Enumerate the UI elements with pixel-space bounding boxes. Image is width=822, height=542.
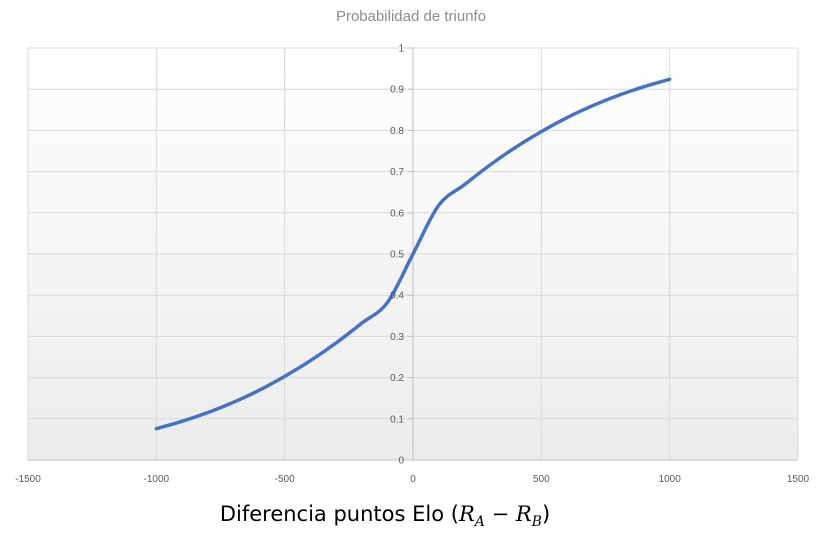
y-tick-label: 0.9 (390, 85, 404, 96)
y-tick-label: 0.2 (390, 373, 404, 384)
series-line (154, 77, 672, 431)
x-tick-label: -1500 (15, 474, 41, 485)
y-tick-label: 0.1 (390, 414, 404, 425)
x-tick-label: 1000 (659, 474, 682, 485)
y-tick-label: 0.8 (390, 126, 404, 137)
y-tick-label: 0.3 (390, 332, 404, 343)
x-tick-label: -1000 (144, 474, 170, 485)
y-tick-label: 1 (398, 44, 404, 55)
series-group (154, 77, 672, 431)
y-tick-label: 0.6 (390, 208, 404, 219)
y-tick-label: 0.4 (390, 291, 404, 302)
y-tick-label: 0.5 (390, 250, 404, 261)
x-tick-label: 1500 (787, 474, 810, 485)
x-tick-label: -500 (275, 474, 295, 485)
x-tick-label: 0 (410, 474, 416, 485)
y-tick-label: 0 (398, 456, 404, 467)
chart-title: Probabilidad de triunfo (335, 8, 487, 25)
x-tick-label: 500 (533, 474, 550, 485)
chart-plot: -1500 -1000 -500 0 500 1000 1500 0 0.1 0.2 0.3 0.4 0… (15, 44, 809, 486)
x-axis-label: Diferencia puntos Elo (RA − RB) (219, 502, 551, 531)
tick-labels: -1500 -1000 -500 0 500 1000 1500 0 0.1 0.2 0.3 0.4 0… (15, 44, 809, 486)
y-tick-label: 0.7 (390, 167, 404, 178)
